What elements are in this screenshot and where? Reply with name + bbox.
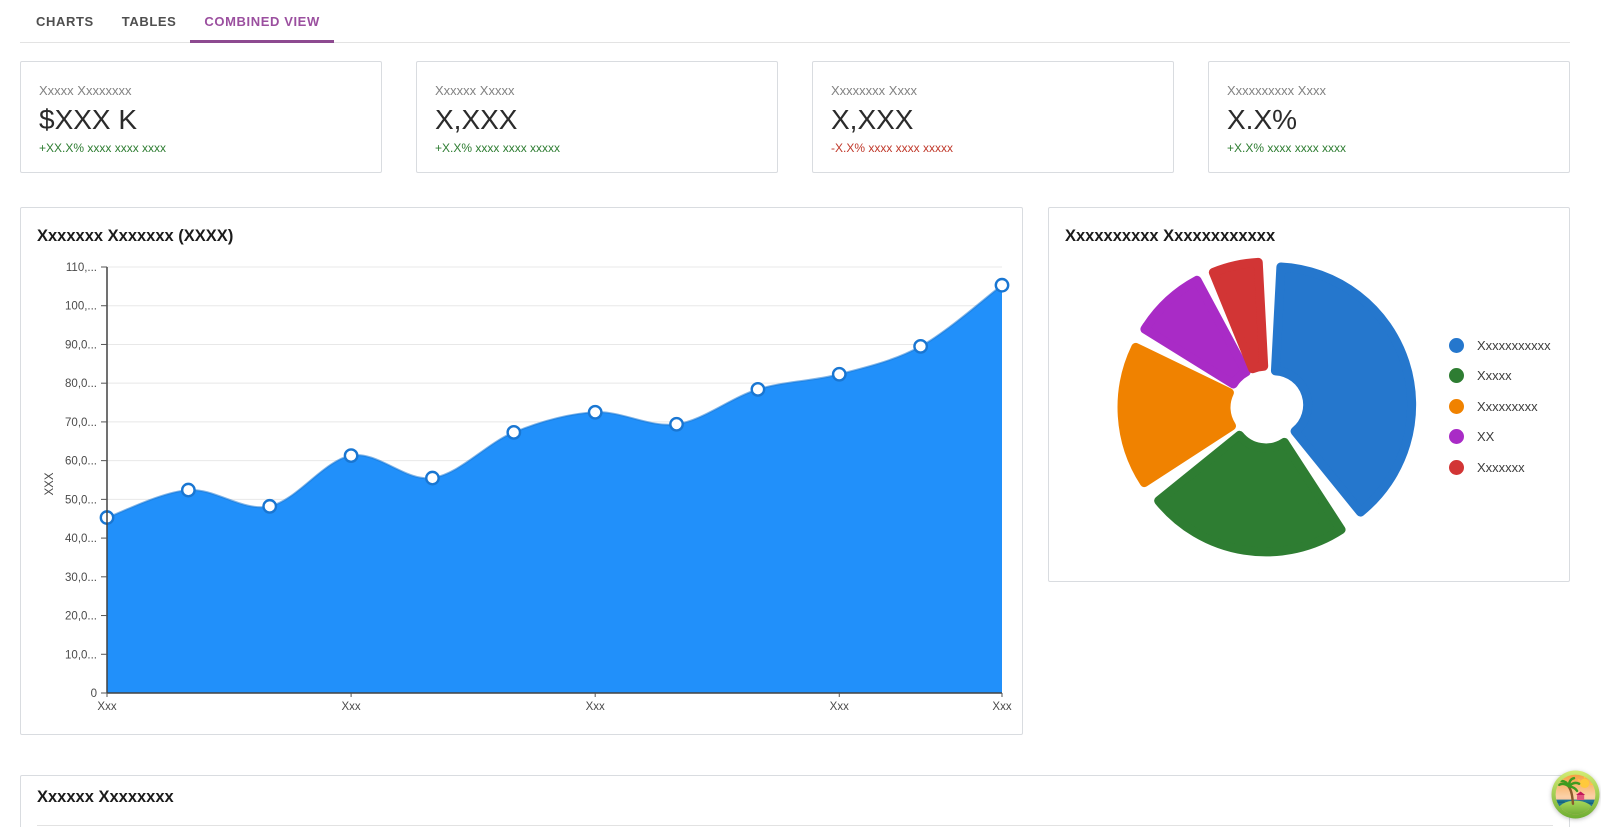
legend-label: Xxxxx [1477, 368, 1512, 384]
kpi-label: Xxxxxxxx Xxxx [831, 83, 917, 98]
svg-text:20,0...: 20,0... [65, 611, 97, 623]
legend-item[interactable]: XX [1449, 422, 1551, 453]
svg-text:60,0...: 60,0... [65, 456, 97, 468]
donut-chart-title: Xxxxxxxxxx Xxxxxxxxxxxx [1065, 227, 1276, 245]
legend-item[interactable]: Xxxxxxxxx [1449, 391, 1551, 422]
legend-item[interactable]: Xxxxxxx [1449, 452, 1551, 483]
kpi-delta: +X.X% xxxx xxxx xxxxx [435, 140, 561, 155]
legend-item[interactable]: Xxxxx [1449, 361, 1551, 392]
area-chart-canvas[interactable]: 0 10,0... 20,0... 30,0... 40,0... 50,0... 60,0… [21, 208, 1022, 734]
legend-label: Xxxxxxxxx [1477, 398, 1538, 414]
svg-text:50,0...: 50,0... [65, 494, 97, 506]
legend-label: XX [1477, 429, 1495, 445]
svg-text:80,0...: 80,0... [65, 378, 97, 390]
donut-chart-canvas[interactable] [1049, 208, 1569, 581]
kpi-card-customers: Xxxxxxxx Xxxx X,XXX -X.X% xxxx xxxx xxxx… [812, 61, 1174, 173]
svg-text:XXX: XXX [44, 472, 56, 495]
legend-swatch-icon [1449, 368, 1464, 384]
area-chart-title: Xxxxxxx Xxxxxxx (XXXX) [37, 227, 234, 245]
kpi-label: Xxxxxx Xxxxx [435, 83, 515, 98]
tab-bar: CHARTS TABLES COMBINED VIEW [20, 0, 1570, 43]
kpi-delta: +X.X% xxxx xxxx xxxx [1227, 140, 1347, 155]
kpi-value: X,XXX [831, 104, 914, 135]
svg-text:90,0...: 90,0... [65, 339, 97, 351]
svg-text:100,...: 100,... [65, 301, 97, 313]
donut-legend: Xxxxxxxxxxx Xxxxx Xxxxxxxxx XX Xxxxxxx [1449, 330, 1551, 483]
kpi-value: X.X% [1227, 104, 1298, 135]
kpi-card-rate: Xxxxxxxxxx Xxxx X.X% +X.X% xxxx xxxx xxx… [1208, 61, 1570, 173]
kpi-delta: -X.X% xxxx xxxx xxxxx [831, 140, 954, 155]
svg-text:40,0...: 40,0... [65, 533, 97, 545]
kpi-card-row: Xxxxx Xxxxxxxx $XXX K +XX.X% xxxx xxxx x… [20, 61, 1570, 173]
svg-text:30,0...: 30,0... [65, 572, 97, 584]
kpi-card-orders: Xxxxxx Xxxxx X,XXX +X.X% xxxx xxxx xxxxx [416, 61, 778, 173]
tab-tables[interactable]: TABLES [121, 13, 177, 29]
kpi-value: $XXX K [39, 104, 138, 135]
legend-label: Xxxxxxx [1477, 459, 1525, 475]
legend-swatch-icon [1449, 337, 1464, 353]
svg-text:Xxx: Xxx [992, 701, 1011, 713]
legend-swatch-icon [1449, 398, 1464, 414]
svg-text:0: 0 [91, 688, 97, 700]
legend-label: Xxxxxxxxxxx [1477, 337, 1551, 353]
bottom-section-title: Xxxxxx Xxxxxxxx [37, 788, 174, 806]
tab-charts[interactable]: CHARTS [36, 13, 94, 29]
kpi-delta: +XX.X% xxxx xxxx xxxx [39, 140, 167, 155]
svg-text:Xxx: Xxx [342, 701, 361, 713]
island-icon-graphic [1551, 770, 1600, 819]
svg-text:110,...: 110,... [66, 262, 97, 274]
legend-item[interactable]: Xxxxxxxxxxx [1449, 330, 1551, 361]
svg-text:70,0...: 70,0... [65, 417, 97, 429]
tropical-island-icon[interactable] [1551, 770, 1600, 819]
legend-swatch-icon [1449, 459, 1464, 475]
tab-combined-view[interactable]: COMBINED VIEW [190, 0, 335, 43]
kpi-label: Xxxxxxxxxx Xxxx [1227, 83, 1326, 98]
kpi-value: X,XXX [435, 104, 518, 135]
donut-chart-card: Xxxxxxxxxx Xxxxxxxxxxxx Xxxxxxxxxxx Xxxx… [1048, 207, 1570, 582]
bottom-table-card: Xxxxxx Xxxxxxxx [20, 775, 1570, 827]
svg-text:Xxx: Xxx [586, 701, 605, 713]
table-header-divider [37, 825, 1553, 826]
svg-text:Xxx: Xxx [830, 701, 849, 713]
kpi-label: Xxxxx Xxxxxxxx [39, 83, 132, 98]
svg-text:10,0...: 10,0... [65, 649, 97, 661]
svg-text:Xxx: Xxx [97, 701, 116, 713]
kpi-card-revenue: Xxxxx Xxxxxxxx $XXX K +XX.X% xxxx xxxx x… [20, 61, 382, 173]
legend-swatch-icon [1449, 429, 1464, 445]
area-chart-card: 0 10,0... 20,0... 30,0... 40,0... 50,0... 60,0… [20, 207, 1023, 735]
